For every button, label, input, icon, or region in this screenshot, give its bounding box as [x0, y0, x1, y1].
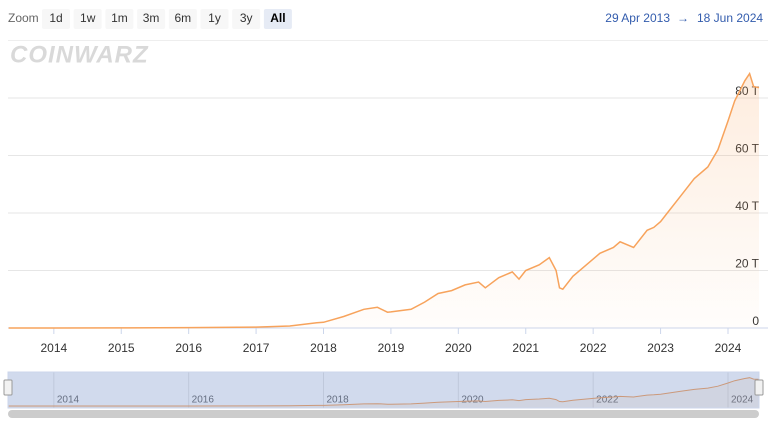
zoom-button[interactable] [263, 9, 292, 29]
navigator-handle[interactable] [3, 379, 13, 396]
navigator-line [8, 377, 760, 407]
zoom-button[interactable] [200, 9, 229, 29]
zoom-button-label[interactable]: 3m [143, 11, 160, 25]
zoom-button-label[interactable]: 1y [208, 11, 221, 25]
navigator-tick-label: 2024 [731, 395, 754, 406]
x-tick-label: 2016 [175, 341, 202, 355]
zoom-button-label[interactable]: 6m [174, 11, 191, 25]
navigator-tick-label: 2020 [461, 395, 484, 406]
line [8, 71, 760, 329]
navigator-bg [7, 371, 760, 409]
x-tick-label: 2023 [647, 341, 674, 355]
x-tick-label: 2015 [108, 341, 135, 355]
zoom-label: Zoom [8, 11, 39, 25]
x-tick-label: 2017 [243, 341, 270, 355]
x-tick-label: 2014 [40, 341, 67, 355]
navigator-handle[interactable] [754, 379, 764, 396]
scrollbar[interactable] [8, 410, 759, 418]
zoom-button[interactable] [73, 9, 102, 29]
x-tick-label: 2022 [580, 341, 607, 355]
zoom-button[interactable] [105, 9, 134, 29]
zoom-button-label[interactable]: 1w [80, 11, 96, 25]
range-arrow: → [677, 11, 689, 25]
range-to[interactable]: 18 Jun 2024 [697, 11, 763, 25]
watermark: COINWARZ [10, 41, 149, 68]
x-tick-label: 2018 [310, 341, 337, 355]
zoom-button[interactable] [168, 9, 197, 29]
range-from[interactable]: 29 Apr 2013 [605, 11, 670, 25]
zoom-button[interactable] [232, 9, 261, 29]
x-tick-label: 2024 [715, 341, 742, 355]
x-tick-label: 2021 [512, 341, 539, 355]
zoom-button-label[interactable]: All [270, 11, 285, 25]
zoom-button[interactable] [42, 9, 70, 29]
navigator-mask[interactable] [7, 371, 760, 409]
zoom-button-label[interactable]: 1d [49, 11, 62, 25]
x-tick-label: 2019 [378, 341, 405, 355]
navigator-tick-label: 2022 [596, 395, 619, 406]
zoom-button[interactable] [137, 9, 166, 29]
navigator-tick-label: 2014 [57, 395, 80, 406]
x-tick-label: 2020 [445, 341, 472, 355]
navigator-tick-label: 2016 [192, 395, 215, 406]
zoom-button-label[interactable]: 1m [111, 11, 128, 25]
zoom-button-label[interactable]: 3y [240, 11, 253, 25]
navigator-tick-label: 2018 [327, 395, 350, 406]
area [8, 73, 760, 328]
